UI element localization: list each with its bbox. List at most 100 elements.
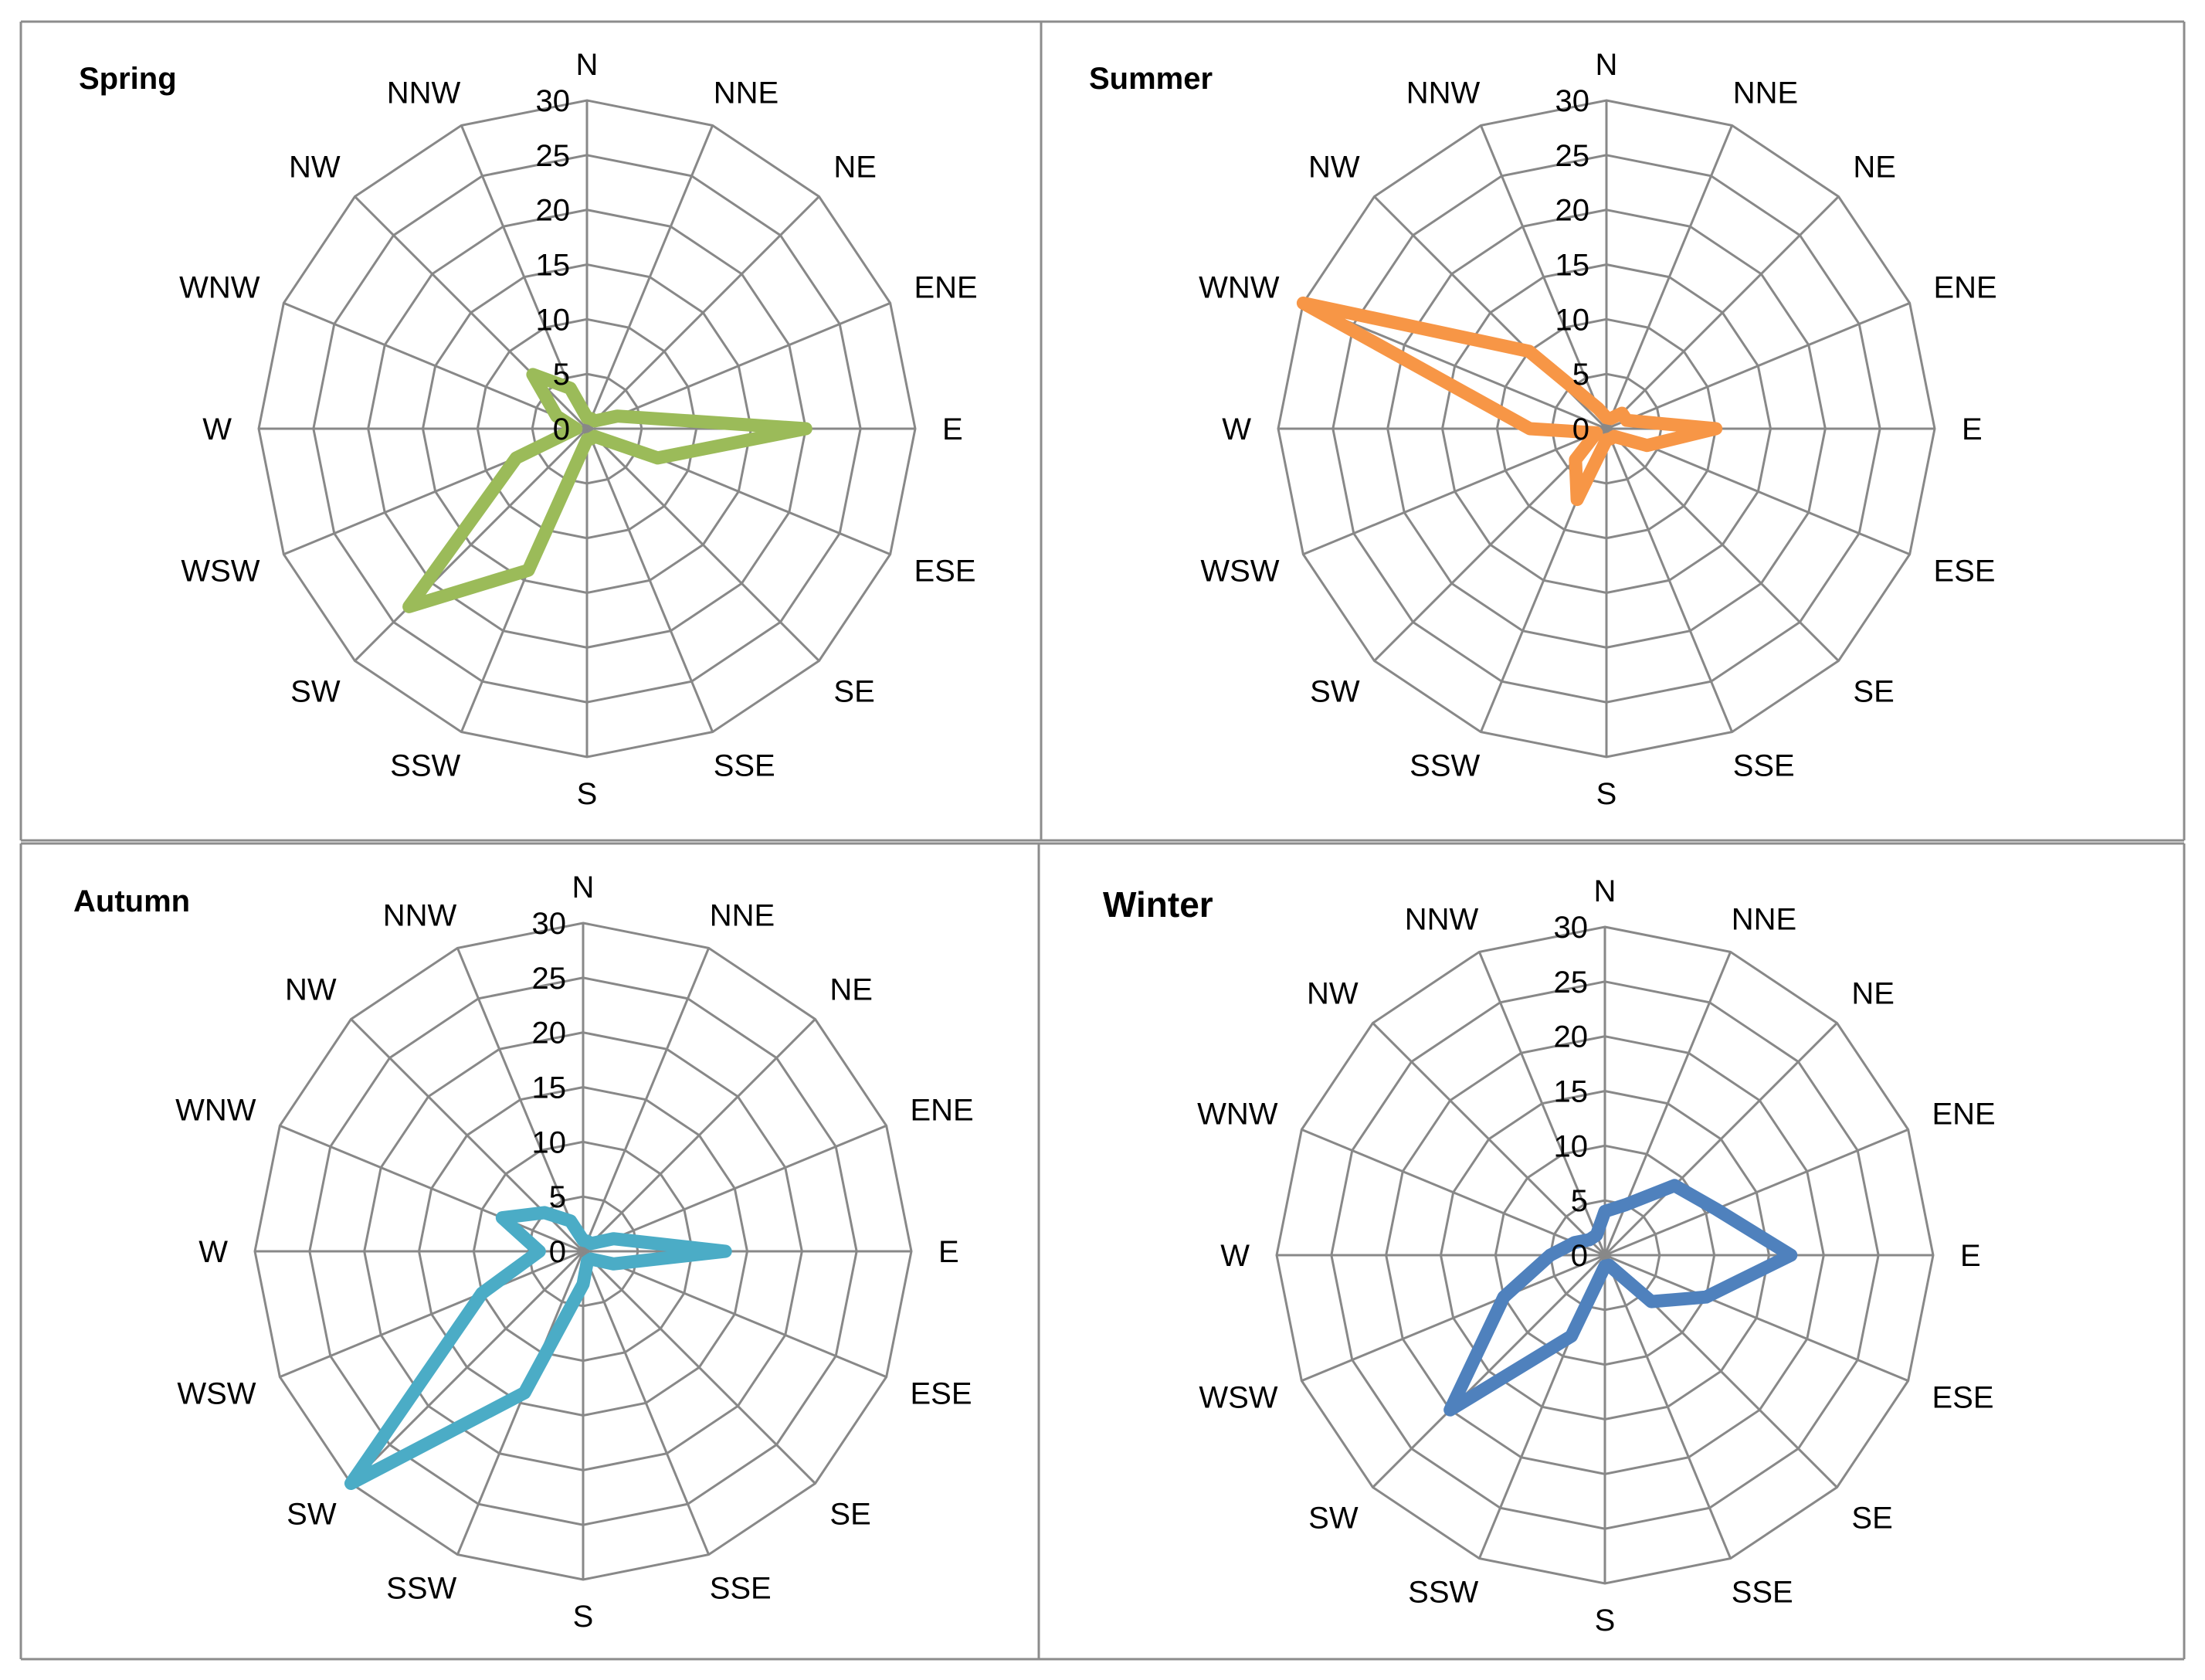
winter-tick-label: 5 [1571,1184,1588,1218]
autumn-spoke-SSW [456,1251,585,1556]
summer-spoke-SW [1373,427,1608,662]
spring-direction-label: SW [290,674,341,708]
autumn-direction-label: NW [285,973,337,1007]
spring-spoke-NNW [460,124,589,429]
autumn-tick-label: 30 [532,907,567,941]
summer-chart: N NNE NE ENE E ESE SE SSE S SSW SW WSW W WNW NW NNW 0 5 10… [1089,48,1997,811]
autumn-direction-label: ENE [910,1093,973,1127]
spring-tick-label: 15 [536,249,571,283]
winter-spoke-ESE [1604,1254,1909,1383]
autumn-direction-label: SSE [710,1571,772,1605]
spring-spoke-ENE [586,301,891,430]
autumn-spoke-NE [582,1018,816,1253]
autumn-direction-label: SSW [386,1571,456,1605]
spring-spoke-SW [354,427,589,662]
winter-direction-label: ENE [1932,1097,1995,1131]
winter-direction-label: W [1220,1239,1250,1273]
winter-tick-label: 25 [1554,966,1589,1000]
autumn-tick-label: 0 [549,1235,566,1269]
spring-direction-label: NNE [714,76,779,110]
summer-tick-label: 30 [1555,84,1590,118]
summer-spoke-NNW [1479,124,1608,429]
autumn-direction-label: NNE [710,899,775,933]
winter-tick-label: 10 [1554,1129,1589,1163]
winter-direction-label: WNW [1197,1097,1278,1131]
winter-direction-label: SE [1851,1501,1892,1535]
autumn-spoke-WSW [279,1250,584,1379]
winter-direction-label: N [1594,874,1616,908]
autumn-tick-label: 20 [532,1016,567,1050]
winter-direction-label: NW [1307,977,1359,1011]
spring-chart-title: Spring [79,62,177,96]
spring-direction-label: S [577,777,598,811]
spring-direction-label: N [576,48,599,82]
summer-spoke-WSW [1302,427,1607,556]
autumn-direction-label: NNW [383,899,457,933]
autumn-direction-label: SW [287,1497,337,1531]
winter-spoke-ENE [1604,1128,1909,1257]
spring-direction-label: NNW [387,76,461,110]
winter-spoke-WNW [1301,1128,1606,1257]
summer-spoke-NE [1605,195,1840,430]
summer-direction-label: NE [1853,151,1896,185]
spring-tick-label: 5 [553,358,570,392]
summer-direction-label: NW [1308,151,1360,185]
winter-spoke-WSW [1301,1254,1606,1383]
winter-direction-label: NE [1851,977,1895,1011]
autumn-spoke-SE [582,1250,816,1485]
autumn-tick-label: 15 [532,1071,567,1105]
spring-spoke-SSE [585,428,714,733]
autumn-direction-label: WNW [175,1093,256,1127]
spring-direction-label: E [942,412,963,446]
autumn-spoke-NNW [456,947,585,1252]
spring-direction-label: SSW [390,748,460,782]
winter-direction-label: S [1595,1604,1616,1638]
summer-spoke-NNE [1605,124,1734,429]
autumn-direction-label: WSW [177,1377,256,1411]
autumn-spoke-WNW [279,1124,584,1253]
spring-direction-label: SSE [714,748,775,782]
summer-direction-label: S [1596,777,1617,811]
summer-direction-label: ENE [1933,270,1996,304]
autumn-spoke-SSE [582,1251,711,1556]
spring-direction-label: WNW [179,270,260,304]
winter-spoke-NNW [1477,951,1606,1256]
summer-direction-label: SW [1310,674,1360,708]
summer-direction-label: WSW [1200,555,1279,589]
winter-tick-label: 15 [1554,1075,1589,1109]
winter-direction-label: SSW [1408,1575,1478,1609]
autumn-spoke-NNE [582,947,711,1252]
summer-direction-label: SSE [1733,748,1795,782]
autumn-chart: N NNE NE ENE E ESE SE SSE S SSW SW WSW W WNW NW NNW 0 5 10… [73,871,974,1634]
spring-spoke-SE [585,427,820,662]
spring-tick-label: 10 [536,303,571,337]
winter-tick-label: 0 [1571,1239,1588,1273]
summer-direction-label: SE [1853,674,1894,708]
spring-direction-label: SE [833,674,874,708]
spring-spoke-NE [585,195,820,430]
summer-series-line [1296,296,1723,507]
autumn-direction-label: ESE [910,1377,972,1411]
spring-tick-label: 25 [536,139,571,173]
autumn-direction-label: W [198,1235,228,1269]
spring-chart: N NNE NE ENE E ESE SE SSE S SSW SW WSW W WNW NW NNW 0 5 10… [79,48,978,811]
summer-tick-label: 20 [1555,194,1590,228]
autumn-direction-label: E [938,1235,959,1269]
autumn-tick-label: 10 [532,1125,567,1159]
autumn-direction-label: S [573,1600,594,1634]
winter-spoke-NE [1603,1022,1838,1257]
spring-tick-label: 30 [536,84,571,118]
spring-spoke-NNE [585,124,714,429]
autumn-spoke-SW [350,1250,585,1485]
summer-tick-label: 0 [1572,412,1589,446]
winter-direction-label: WSW [1199,1381,1277,1415]
spring-spoke-WNW [283,301,588,430]
winter-spoke-NW [1372,1022,1606,1257]
winter-chart-title: Winter [1103,884,1213,925]
summer-direction-label: E [1962,412,1983,446]
spring-direction-label: NW [289,151,341,185]
winter-direction-label: SW [1308,1501,1359,1535]
summer-spoke-SSE [1605,428,1734,733]
summer-direction-label: ESE [1933,555,1995,589]
